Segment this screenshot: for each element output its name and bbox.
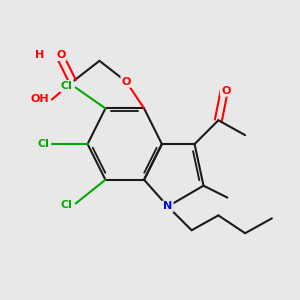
Text: Cl: Cl	[37, 139, 49, 149]
Text: N: N	[163, 202, 172, 212]
Text: O: O	[221, 85, 230, 96]
Text: O: O	[122, 76, 131, 87]
Text: Cl: Cl	[61, 81, 73, 91]
Text: OH: OH	[30, 94, 49, 104]
Text: Cl: Cl	[61, 200, 73, 210]
Text: H: H	[35, 50, 45, 60]
Text: O: O	[56, 50, 65, 60]
